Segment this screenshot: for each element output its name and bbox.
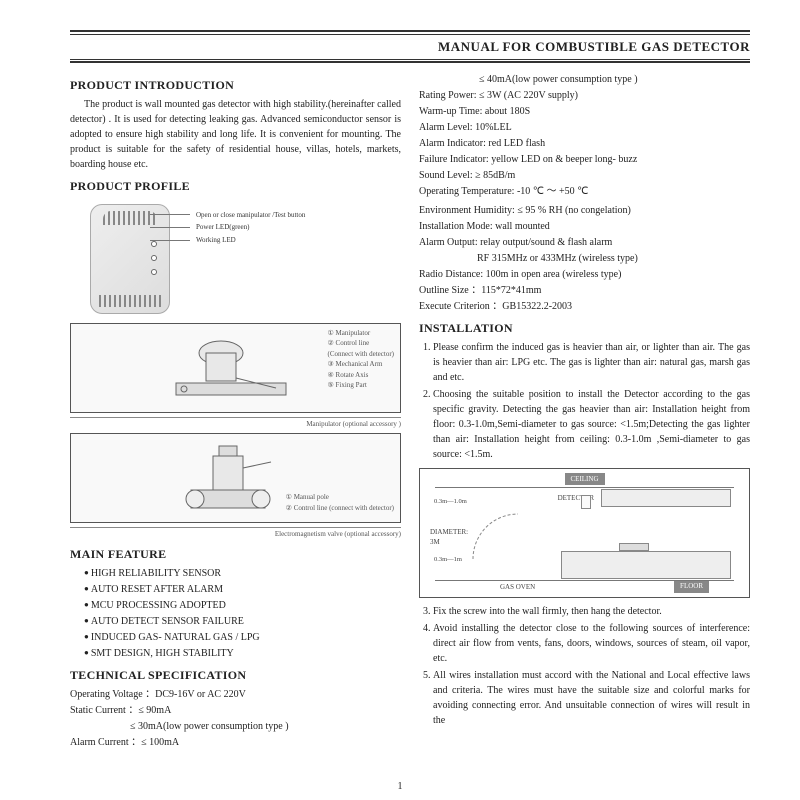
- manip-part-5: ⑤ Fixing Part: [328, 380, 394, 391]
- spec-alarm-low: ≤ 40mA(low power consumption type ): [419, 72, 750, 87]
- callout-working-led: Working LED: [200, 234, 305, 247]
- device-callouts: Open or close manipulator /Test button P…: [200, 209, 305, 247]
- spec-alarm-indicator: Alarm Indicator: red LED flash: [419, 136, 750, 151]
- spec-outline-size: Outline Size ：115*72*41mm: [419, 283, 750, 298]
- valve-diagram: ① Manual pole ② Control line (connect wi…: [70, 433, 401, 523]
- spec-rf: RF 315MHz or 433MHz (wireless type): [419, 251, 750, 266]
- valve-icon: [171, 438, 301, 518]
- feature-5: INDUCED GAS- NATURAL GAS / LPG: [84, 630, 401, 645]
- feature-1: HIGH RELIABILITY SENSOR: [84, 566, 401, 581]
- valve-part-1: ① Manual pole: [286, 492, 394, 503]
- valve-part-2: ② Control line (connect with detector): [286, 503, 394, 514]
- tech-voltage: Operating Voltage ：DC9-16V or AC 220V: [70, 687, 401, 702]
- feature-3: MCU PROCESSING ADOPTED: [84, 598, 401, 613]
- spec-alarm-level: Alarm Level: 10%LEL: [419, 120, 750, 135]
- spec-sound-level: Sound Level: ≥ 85dB/m: [419, 168, 750, 183]
- section-product-introduction: PRODUCT INTRODUCTION: [70, 76, 401, 94]
- device-diagram: Open or close manipulator /Test button P…: [70, 199, 401, 319]
- install-step-1: Please confirm the induced gas is heavie…: [433, 340, 750, 385]
- section-installation: INSTALLATION: [419, 319, 750, 337]
- spec-alarm-output: Alarm Output: relay output/sound & flash…: [419, 235, 750, 250]
- ceiling-label: CEILING: [565, 473, 605, 486]
- dim-bottom: 0.3m—1m: [434, 555, 462, 565]
- spec-criterion: Execute Criterion ：GB15322.2-2003: [419, 299, 750, 314]
- section-tech-spec: TECHNICAL SPECIFICATION: [70, 666, 401, 684]
- feature-4: AUTO DETECT SENSOR FAILURE: [84, 614, 401, 629]
- spec-warmup: Warm-up Time: about 180S: [419, 104, 750, 119]
- gas-oven-label: GAS OVEN: [500, 582, 535, 593]
- spec-install-mode: Installation Mode: wall mounted: [419, 219, 750, 234]
- spec-radio-dist: Radio Distance: 100m in open area (wirel…: [419, 267, 750, 282]
- manipulator-icon: [166, 328, 306, 408]
- valve-caption: Electromagnetism valve (optional accesso…: [70, 527, 401, 540]
- manip-part-2b: (Connect with detector): [328, 349, 394, 360]
- spec-op-temp: Operating Temperature: -10 ℃ ～ +50 ℃: [419, 184, 750, 199]
- tech-static-current: Static Current ：≤ 90mA: [70, 703, 401, 718]
- tech-static-low: ≤ 30mA(low power consumption type ): [70, 719, 401, 734]
- manip-part-2: ② Control line: [328, 338, 394, 349]
- callout-power-led: Power LED(green): [200, 221, 305, 234]
- right-column: ≤ 40mA(low power consumption type ) Rati…: [419, 71, 750, 751]
- page-title: MANUAL FOR COMBUSTIBLE GAS DETECTOR: [70, 35, 750, 59]
- floor-label: FLOOR: [674, 580, 709, 593]
- install-step-2: Choosing the suitable position to instal…: [433, 387, 750, 462]
- manip-part-4: ④ Rotate Axis: [328, 370, 394, 381]
- spec-rating-power: Rating Power: ≤ 3W (AC 220V supply): [419, 88, 750, 103]
- installation-diagram: CEILING DETECTOR 0.3m—1.0m DIAMETER: 3M …: [419, 468, 750, 598]
- intro-paragraph: The product is wall mounted gas detector…: [70, 97, 401, 172]
- tech-alarm-current: Alarm Current ：≤ 100mA: [70, 735, 401, 750]
- install-step-5: All wires installation must accord with …: [433, 668, 750, 728]
- feature-6: SMT DESIGN, HIGH STABILITY: [84, 646, 401, 661]
- spec-humidity: Environment Humidity: ≤ 95 % RH (no cong…: [419, 203, 750, 218]
- spec-failure-indicator: Failure Indicator: yellow LED on & beepe…: [419, 152, 750, 167]
- dim-top: 0.3m—1.0m: [434, 497, 467, 507]
- manip-part-1: ① Manipulator: [328, 328, 394, 339]
- install-step-4: Avoid installing the detector close to t…: [433, 621, 750, 666]
- detector-icon: [90, 204, 170, 314]
- callout-test-button: Open or close manipulator /Test button: [200, 209, 305, 222]
- section-product-profile: PRODUCT PROFILE: [70, 177, 401, 195]
- manipulator-diagram: ① Manipulator ② Control line (Connect wi…: [70, 323, 401, 413]
- feature-2: AUTO RESET AFTER ALARM: [84, 582, 401, 597]
- section-main-feature: MAIN FEATURE: [70, 545, 401, 563]
- page-number: 1: [398, 779, 403, 794]
- install-step-3: Fix the screw into the wall firmly, then…: [433, 604, 750, 619]
- manipulator-caption: Manipulator (optional accessory ): [70, 417, 401, 430]
- left-column: PRODUCT INTRODUCTION The product is wall…: [70, 71, 401, 751]
- manip-part-3: ③ Mechanical Arm: [328, 359, 394, 370]
